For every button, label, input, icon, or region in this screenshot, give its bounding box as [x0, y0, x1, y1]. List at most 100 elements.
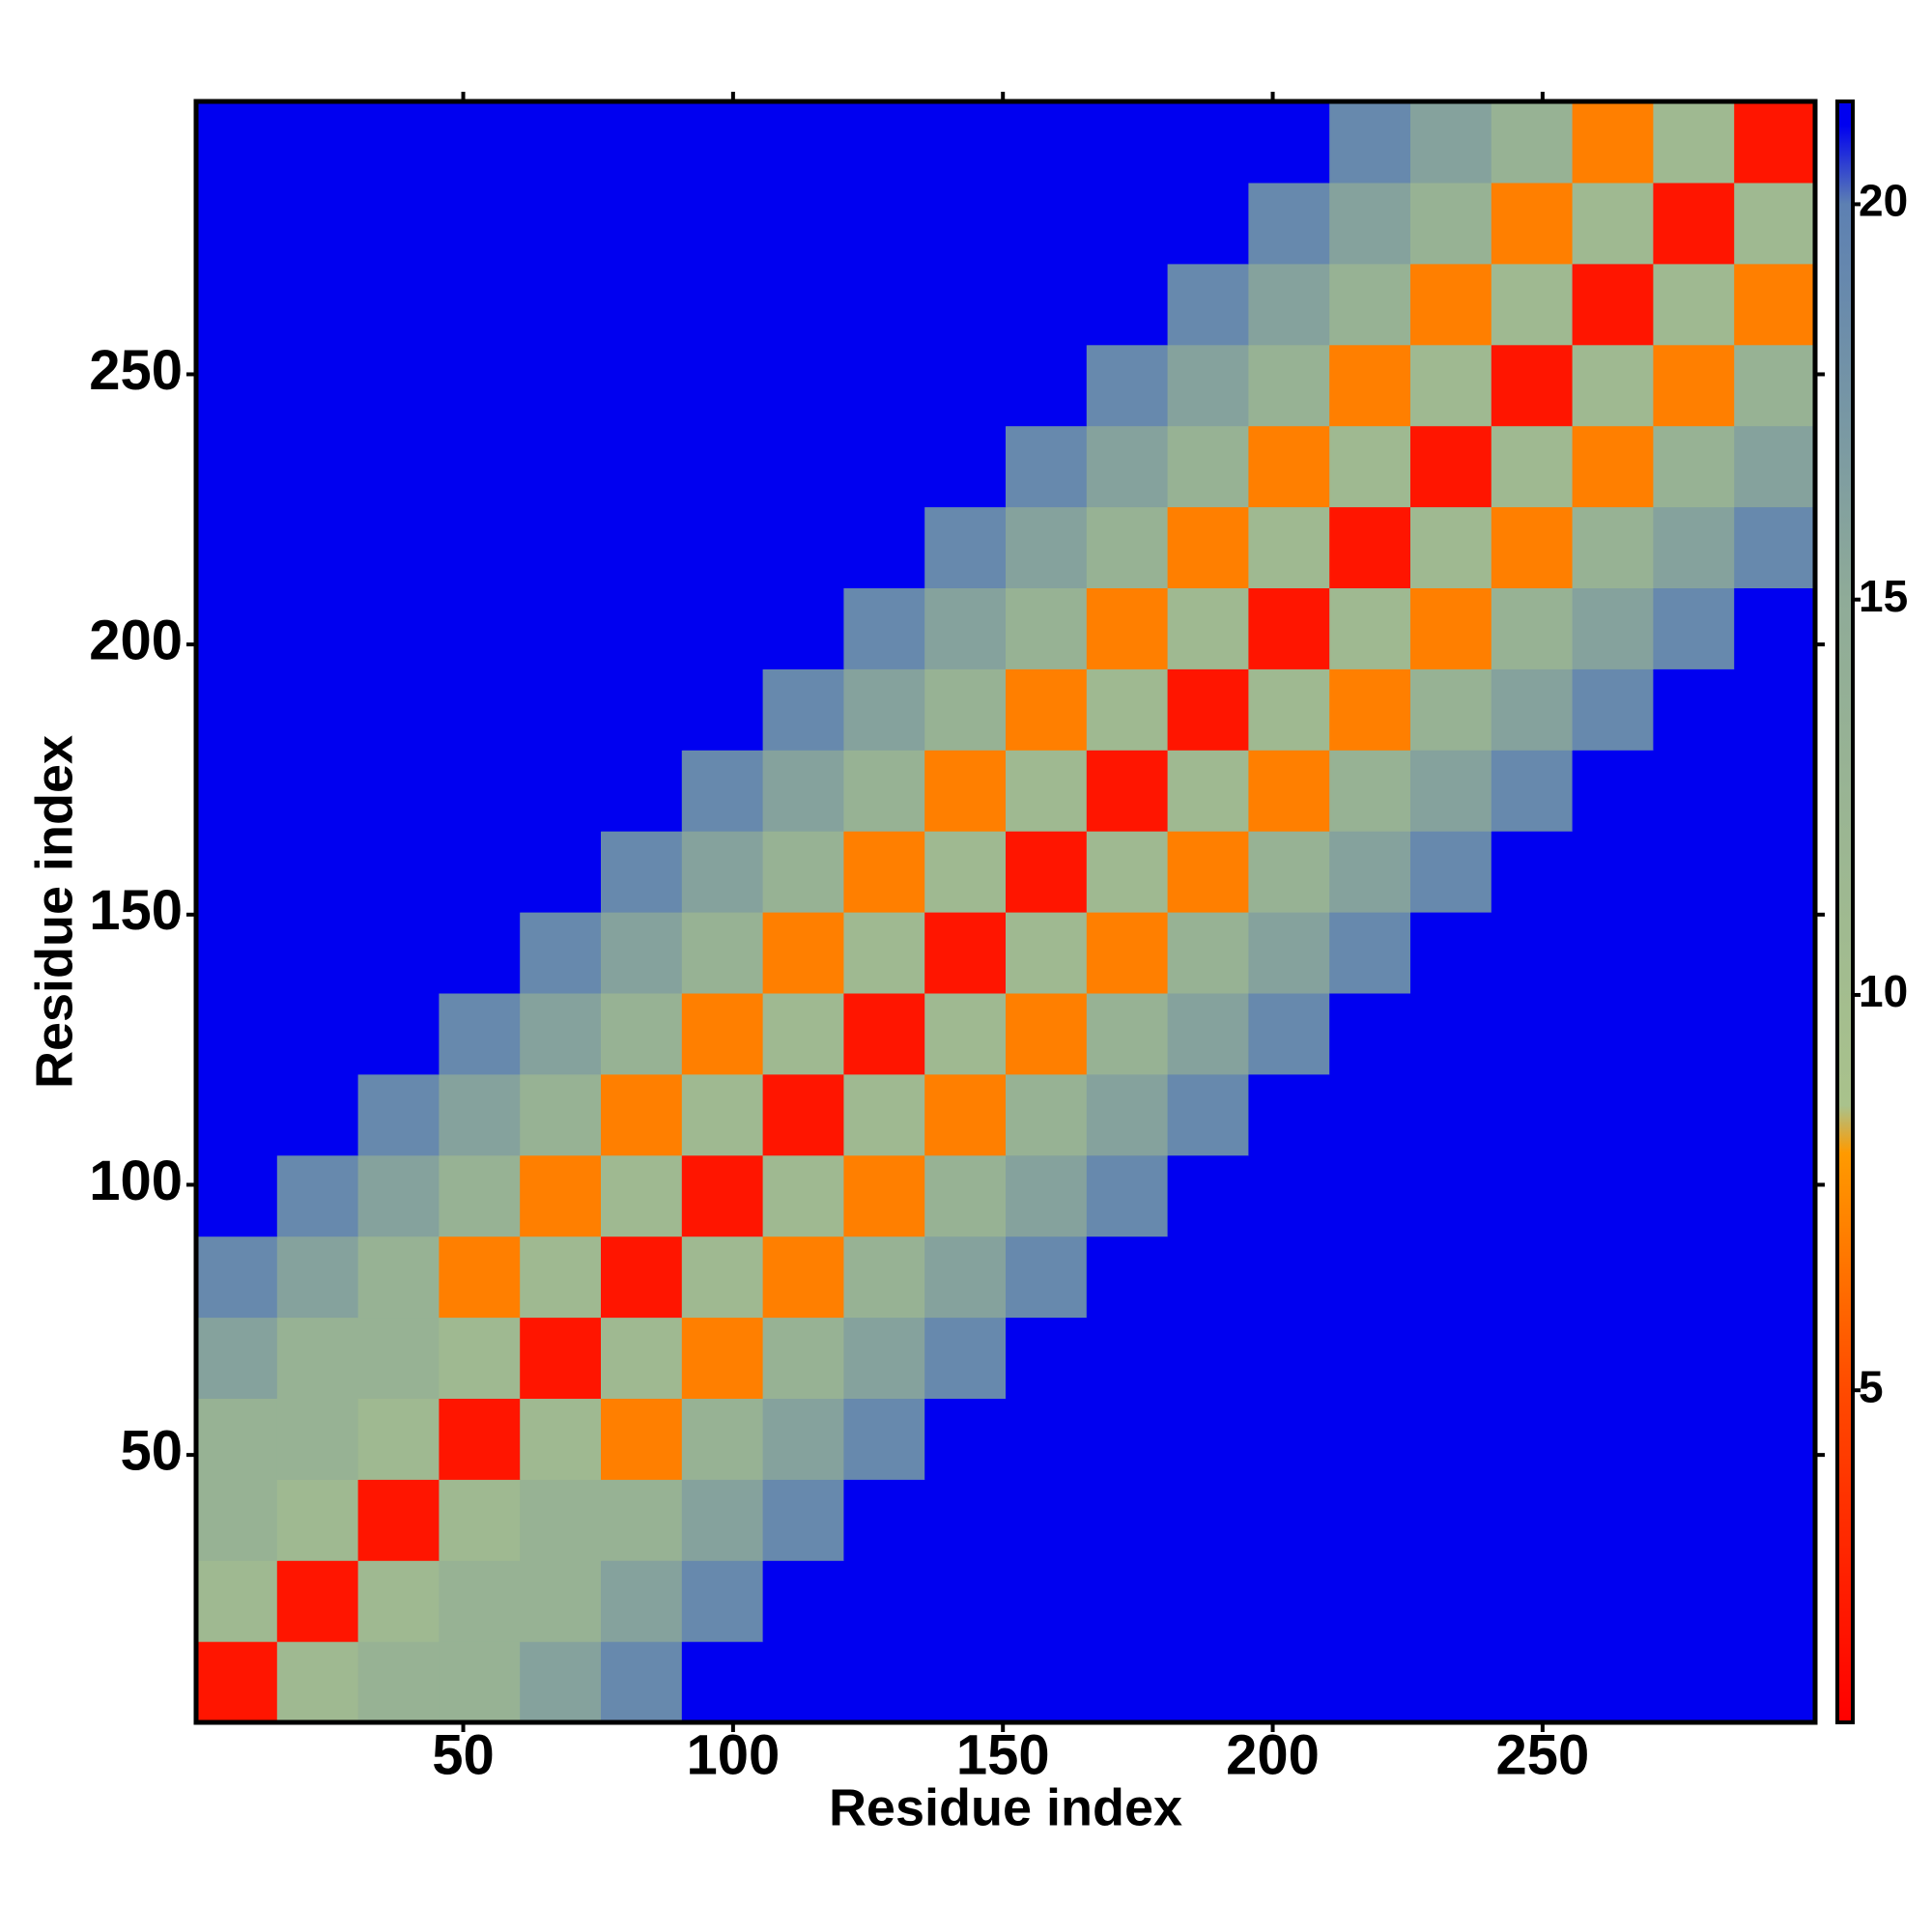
heatmap-cell [357, 668, 440, 751]
heatmap-cell [681, 263, 764, 346]
heatmap-cell [1086, 506, 1169, 588]
heatmap-cell [439, 1479, 521, 1561]
heatmap-cell [1248, 344, 1330, 427]
heatmap [196, 101, 1816, 1723]
heatmap-cell [762, 1560, 844, 1642]
heatmap-cell [520, 587, 602, 669]
heatmap-cell [1248, 1398, 1330, 1480]
heatmap-cell [1006, 1073, 1088, 1156]
heatmap-cell [439, 1236, 521, 1319]
heatmap-cell [1653, 668, 1735, 751]
heatmap-cell [439, 263, 521, 346]
heatmap-cell [1653, 831, 1735, 913]
colorbar [1835, 99, 1855, 1724]
heatmap-cell [520, 1641, 602, 1723]
heatmap-cell [1329, 1317, 1411, 1399]
heatmap-cell [1167, 668, 1249, 751]
heatmap-cell [1410, 425, 1492, 508]
heatmap-cell [1572, 263, 1654, 346]
heatmap-cell [924, 1154, 1007, 1237]
heatmap-cell [601, 1479, 683, 1561]
heatmap-cell [762, 263, 844, 346]
heatmap-cell [1572, 425, 1654, 508]
heatmap-cell [762, 344, 844, 427]
heatmap-cell [1167, 182, 1249, 265]
heatmap-cell [843, 992, 925, 1075]
heatmap-cell [924, 182, 1007, 265]
heatmap-cell [1491, 1560, 1574, 1642]
heatmap-cell [520, 750, 602, 832]
x-axis-title: Residue index [829, 1778, 1182, 1836]
heatmap-cell [357, 425, 440, 508]
heatmap-cell [762, 506, 844, 588]
heatmap-cell [1572, 668, 1654, 751]
heatmap-cell [520, 912, 602, 994]
heatmap-cell [1734, 750, 1816, 832]
heatmap-cell [276, 1398, 359, 1480]
heatmap-cell [601, 668, 683, 751]
heatmap-cell [1329, 1560, 1411, 1642]
heatmap-cell [681, 587, 764, 669]
heatmap-cell [1734, 1560, 1816, 1642]
heatmap-cell [1086, 1317, 1169, 1399]
heatmap-cell [1572, 912, 1654, 994]
heatmap-cell [1086, 831, 1169, 913]
heatmap-cell [1410, 182, 1492, 265]
heatmap-cell [439, 1073, 521, 1156]
heatmap-cell [1653, 1154, 1735, 1237]
heatmap-cell [196, 1236, 278, 1319]
heatmap-cell [924, 750, 1007, 832]
heatmap-cell [357, 1154, 440, 1237]
heatmap-cell [1086, 1560, 1169, 1642]
heatmap-cell [1410, 992, 1492, 1075]
heatmap-cell [1410, 1154, 1492, 1237]
heatmap-cell [276, 1317, 359, 1399]
heatmap-cell [520, 1236, 602, 1319]
heatmap-cell [357, 182, 440, 265]
heatmap-cell [1491, 912, 1574, 994]
heatmap-cell [1167, 992, 1249, 1075]
heatmap-cell [762, 425, 844, 508]
heatmap-cell [1734, 912, 1816, 994]
heatmap-cell [1734, 668, 1816, 751]
heatmap-cell [276, 992, 359, 1075]
heatmap-cell [357, 263, 440, 346]
heatmap-cell [1410, 1073, 1492, 1156]
heatmap-cell [276, 344, 359, 427]
heatmap-cell [1167, 1398, 1249, 1480]
heatmap-cell [1248, 425, 1330, 508]
heatmap-cell [357, 1073, 440, 1156]
heatmap-cell [843, 668, 925, 751]
heatmap-cell [1491, 263, 1574, 346]
heatmap-cell [1653, 1560, 1735, 1642]
heatmap-cell [1410, 912, 1492, 994]
heatmap-cell [1329, 506, 1411, 588]
heatmap-cell [1734, 992, 1816, 1075]
heatmap-cell [439, 1317, 521, 1399]
heatmap-cell [1572, 1641, 1654, 1723]
heatmap-cell [601, 1641, 683, 1723]
heatmap-cell [1167, 263, 1249, 346]
heatmap-cell [357, 1236, 440, 1319]
heatmap-cell [1572, 992, 1654, 1075]
heatmap-cell [196, 1641, 278, 1723]
heatmap-cell [357, 1560, 440, 1642]
colorbar-tick-label: 20 [1859, 176, 1908, 226]
heatmap-cell [520, 1073, 602, 1156]
heatmap-cell [1410, 1479, 1492, 1561]
heatmap-cell [520, 1154, 602, 1237]
heatmap-cell [1734, 1641, 1816, 1723]
heatmap-cell [601, 182, 683, 265]
heatmap-cell [601, 992, 683, 1075]
heatmap-cell [681, 1154, 764, 1237]
heatmap-cell [1653, 992, 1735, 1075]
heatmap-cell [357, 506, 440, 588]
heatmap-cell [1006, 668, 1088, 751]
heatmap-cell [196, 344, 278, 427]
heatmap-cell [1329, 992, 1411, 1075]
heatmap-cell [1410, 101, 1492, 184]
heatmap-cell [1167, 1641, 1249, 1723]
heatmap-cell [843, 344, 925, 427]
heatmap-cell [843, 182, 925, 265]
heatmap-cell [681, 1073, 764, 1156]
